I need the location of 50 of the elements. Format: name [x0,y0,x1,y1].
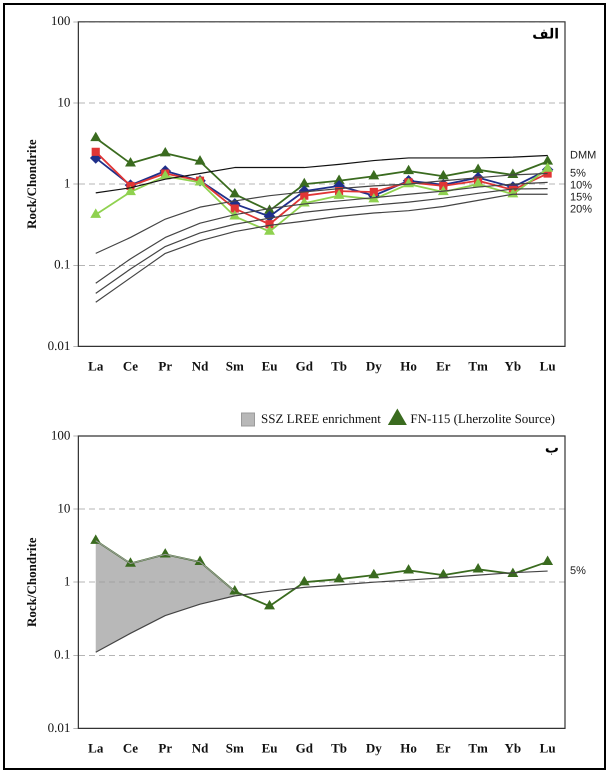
y-tick-label: 100 [50,427,70,442]
x-tick-label: La [88,740,104,756]
x-tick-label: Tb [331,358,348,374]
x-tick-label: Ho [400,740,417,756]
x-tick-label: La [88,358,104,374]
text: DMM [570,150,596,162]
x-tick-label: Sm [226,358,244,374]
x-tick-label: Gd [296,358,314,374]
x-tick-label: Ho [400,358,417,374]
x-tick-label: Er [436,740,451,756]
annotation: ب [544,440,559,457]
x-tick-label: Tm [468,358,488,374]
y-tick-label: 10 [57,94,70,110]
y-tick-label: 0.01 [48,720,70,735]
x-tick-label: Pr [158,358,172,374]
x-tick-label: Er [436,358,451,374]
text: 20% [570,204,592,216]
y-tick-label: 10 [57,500,70,516]
x-tick-label: Tm [468,740,488,756]
x-tick-label: Ce [122,740,138,756]
y-axis-title: Rock/Chondrite [24,537,40,627]
y-tick-label: 1 [64,574,70,589]
x-tick-label: Nd [192,358,210,374]
y-tick-label: 1 [64,176,70,191]
text: 5% [570,168,586,180]
legend-label: SSZ LREE enrichment [260,410,382,426]
x-tick-label: Sm [226,740,244,756]
x-tick-label: Pr [158,740,172,756]
y-tick-label: 0.1 [54,646,70,662]
legend-label: FN-115 (Lherzolite Source) [410,410,556,426]
x-tick-label: Eu [262,740,278,756]
y-tick-label: 0.01 [48,338,70,353]
text: 15% [570,192,592,204]
text: 5% [570,565,586,578]
x-tick-label: Eu [262,358,278,374]
text: 10% [570,180,592,192]
x-tick-label: Dy [366,358,382,374]
x-tick-label: Dy [366,740,382,756]
x-tick-label: Yb [504,358,522,374]
x-tick-label: Ce [122,358,138,374]
x-tick-label: Yb [504,740,522,756]
y-axis-title: Rock/Chondrite [24,139,40,229]
x-tick-label: Tb [331,740,348,756]
y-tick-label: 0.1 [54,256,70,272]
x-tick-label: Gd [296,740,314,756]
x-tick-label: Lu [540,740,556,756]
x-tick-label: Lu [540,358,556,374]
y-tick-label: 100 [50,13,70,28]
annotation: الف [532,26,559,42]
x-tick-label: Nd [192,740,210,756]
